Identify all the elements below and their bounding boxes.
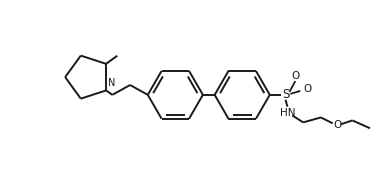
Text: O: O — [333, 120, 342, 130]
Text: O: O — [291, 71, 300, 81]
Text: O: O — [303, 84, 311, 94]
Text: N: N — [108, 79, 115, 88]
Text: S: S — [282, 88, 289, 101]
Text: HN: HN — [280, 108, 295, 117]
